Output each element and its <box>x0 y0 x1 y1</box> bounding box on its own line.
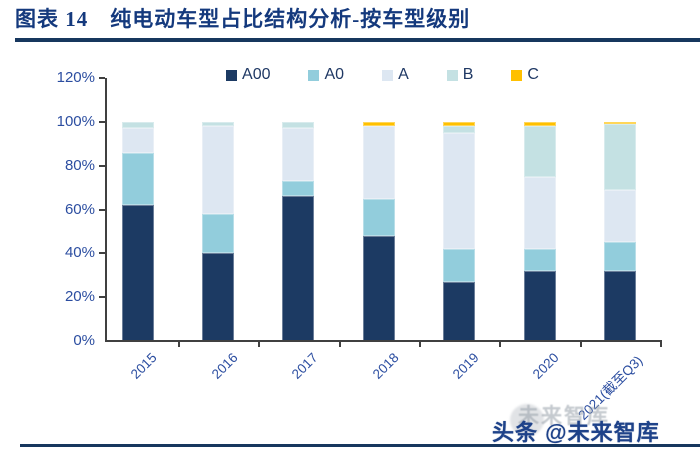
bar-segment-2018-C <box>362 121 395 127</box>
x-tick <box>579 342 582 347</box>
bar-segment-2019-B <box>443 126 476 133</box>
legend-label-A00: A00 <box>242 66 271 83</box>
legend-label-A0: A0 <box>324 66 345 83</box>
x-axis-label-2020: 2020 <box>530 350 563 382</box>
bar-segment-2021(截至Q3)-B <box>603 124 636 190</box>
title-underline <box>15 38 700 42</box>
bar-segment-2015-B <box>121 121 154 129</box>
watermark: 未来智库 头条 @未来智库 <box>492 400 692 446</box>
x-axis-label-2017: 2017 <box>289 350 321 382</box>
x-tick <box>418 342 421 347</box>
y-axis-line <box>105 78 107 341</box>
x-tick <box>499 342 502 347</box>
y-axis-label-20%: 20% <box>64 288 95 306</box>
bar-segment-2020-A00 <box>523 270 556 341</box>
x-axis-label-2016: 2016 <box>208 350 241 382</box>
legend-item-A00: A00 <box>226 67 270 83</box>
watermark-label: 头条 @未来智库 <box>492 420 660 445</box>
bar-2015 <box>121 78 154 341</box>
bar-2019 <box>443 78 476 341</box>
legend-label-C: C <box>527 66 539 83</box>
y-tick-40% <box>99 252 105 255</box>
bar-segment-2016-A00 <box>201 253 234 341</box>
bar-segment-2017-A00 <box>282 196 315 341</box>
bar-segment-2016-A <box>201 126 234 214</box>
y-tick-100% <box>99 120 105 123</box>
bar-segment-2021(截至Q3)-A <box>603 189 636 243</box>
bar-segment-2017-A <box>282 128 315 182</box>
bar-segment-2020-A <box>523 176 556 249</box>
bar-2018 <box>362 78 395 341</box>
x-tick <box>258 342 261 347</box>
legend-swatch-C <box>511 69 523 81</box>
bar-2016 <box>201 78 234 341</box>
bar-segment-2016-A0 <box>201 213 234 254</box>
chart-legend: A00 A0 A B C <box>105 67 660 83</box>
bar-segment-2019-A <box>443 132 476 249</box>
bar-segment-2020-C <box>523 121 556 127</box>
watermark-ghost-text: 未来智库 <box>518 405 610 428</box>
x-tick <box>177 342 180 347</box>
bar-segment-2021(截至Q3)-A00 <box>603 270 636 341</box>
legend-swatch-B <box>446 69 458 81</box>
x-axis-label-2019: 2019 <box>449 350 482 382</box>
legend-item-A: A <box>382 67 409 83</box>
y-axis-label-80%: 80% <box>64 156 95 174</box>
x-tick <box>338 342 341 347</box>
bar-2021(截至Q3) <box>603 78 636 341</box>
y-axis-label-40%: 40% <box>64 244 95 262</box>
legend-item-C: C <box>511 67 539 83</box>
bar-segment-2017-B <box>282 121 315 129</box>
legend-label-B: B <box>462 66 474 83</box>
bar-segment-2019-A0 <box>443 248 476 282</box>
legend-swatch-A <box>382 69 394 81</box>
y-axis-label-120%: 120% <box>56 69 95 86</box>
bar-2017 <box>282 78 315 341</box>
watermark-logo-circle <box>510 404 544 436</box>
y-tick-120% <box>99 77 105 79</box>
y-axis-label-60%: 60% <box>64 200 95 218</box>
legend-swatch-A0 <box>308 69 320 81</box>
legend-item-B: B <box>446 66 474 83</box>
bar-segment-2019-A00 <box>443 281 476 341</box>
bar-segment-2015-A00 <box>121 205 154 341</box>
legend-swatch-A00 <box>226 69 238 81</box>
figure-title: 图表 14 纯电动车型占比结构分析-按车型级别 <box>15 7 471 31</box>
x-axis-label-2018: 2018 <box>369 350 402 382</box>
bar-segment-2020-B <box>523 126 556 177</box>
plot-area <box>105 78 660 341</box>
legend-label-A: A <box>398 66 409 83</box>
bar-segment-2017-A0 <box>282 181 315 197</box>
x-axis-line <box>105 340 662 342</box>
bar-segment-2015-A0 <box>121 152 154 206</box>
bar-segment-2018-A <box>362 126 395 199</box>
y-tick-20% <box>99 296 105 299</box>
bar-2020 <box>523 78 556 341</box>
bar-segment-2020-A0 <box>523 248 556 271</box>
x-tick <box>660 342 662 347</box>
bar-segment-2015-A <box>121 128 154 153</box>
y-axis-label-0%: 0% <box>73 332 95 349</box>
y-tick-80% <box>99 164 105 167</box>
bar-segment-2019-C <box>443 121 476 127</box>
legend-item-A0: A0 <box>308 67 344 83</box>
y-axis-label-100%: 100% <box>56 112 95 130</box>
y-tick-60% <box>99 208 105 211</box>
bar-segment-2018-A0 <box>362 198 395 236</box>
bottom-divider <box>20 444 700 447</box>
x-axis-label-2015: 2015 <box>128 350 161 382</box>
bar-segment-2018-A00 <box>362 235 395 341</box>
bar-segment-2021(截至Q3)-C <box>603 121 636 125</box>
bar-segment-2021(截至Q3)-A0 <box>603 242 636 271</box>
bar-segment-2016-B <box>201 121 234 127</box>
